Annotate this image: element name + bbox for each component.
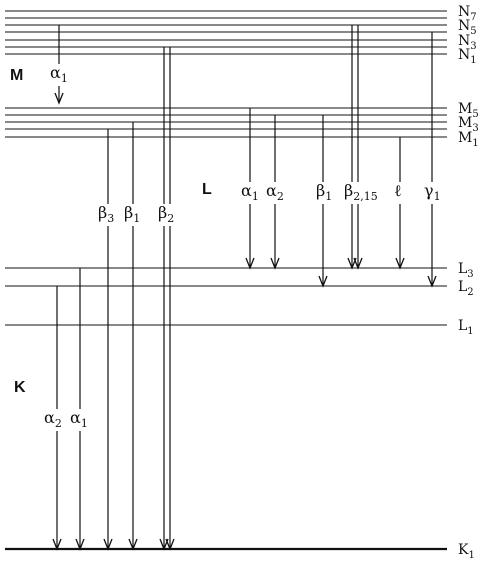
level-label-main: M — [458, 101, 472, 117]
transition-label-l-ell: ℓ — [392, 181, 414, 204]
level-label-sub: 1 — [468, 550, 474, 561]
series-label-k: K — [14, 379, 26, 396]
level-label-main: M — [458, 115, 472, 131]
level-label-main: L — [458, 261, 467, 277]
svg-text:γ1: γ1 — [424, 181, 441, 203]
level-label-sub: 5 — [472, 109, 478, 120]
svg-text:β2,15: β2,15 — [344, 181, 378, 203]
level-label-main: K — [458, 542, 469, 558]
svg-text:β1: β1 — [124, 203, 140, 225]
level-label-sub: 3 — [470, 41, 476, 52]
transition-l-beta2-15 — [347, 25, 363, 270]
transition-label-l-beta2-15: β2,15 — [342, 181, 378, 204]
transition-label-k-beta3: β3 — [96, 203, 118, 226]
level-label-sub: 3 — [467, 269, 473, 280]
level-label-main: N — [458, 47, 470, 63]
level-label-sub: 1 — [472, 138, 478, 149]
level-label-main: N — [458, 33, 470, 49]
transition-label-k-alpha2: α2 — [42, 408, 64, 431]
level-label-m1: M1 — [458, 130, 479, 149]
level-label-m3: M3 — [458, 115, 479, 134]
svg-text:ℓ: ℓ — [394, 181, 402, 200]
svg-text:α1: α1 — [50, 63, 68, 85]
level-label-l3: L3 — [458, 261, 474, 280]
level-label-main: N — [458, 4, 470, 20]
level-label-main: L — [458, 318, 467, 334]
transition-label-l-alpha2: α2 — [264, 181, 286, 204]
series-labels: M L K — [10, 67, 212, 396]
transition-label-l-beta1: β1 — [314, 181, 336, 204]
svg-text:α1: α1 — [70, 408, 88, 430]
level-label-sub: 2 — [467, 287, 473, 298]
svg-text:α2: α2 — [44, 408, 62, 430]
level-label-k1: K1 — [458, 542, 475, 561]
transition-k-beta2 — [159, 47, 175, 551]
level-label-n7: N7 — [458, 4, 477, 23]
transition-label-k-beta2: β2 — [156, 203, 178, 226]
transition-label-k-alpha1: α1 — [68, 408, 90, 431]
svg-text:β2: β2 — [158, 203, 174, 225]
level-label-l1: L1 — [458, 318, 474, 337]
level-label-l2: L2 — [458, 279, 474, 298]
transition-k-alpha1 — [75, 268, 85, 551]
level-label-m5: M5 — [458, 101, 479, 120]
svg-text:α2: α2 — [266, 181, 284, 203]
level-label-sub: 5 — [470, 26, 476, 37]
level-label-sub: 1 — [470, 55, 476, 66]
level-label-sub: 3 — [472, 123, 478, 134]
svg-text:α1: α1 — [241, 181, 259, 203]
transition-arrows — [52, 25, 437, 551]
level-label-sub: 7 — [470, 12, 476, 23]
transition-k-beta1 — [128, 122, 138, 551]
energy-levels — [5, 10, 447, 551]
transition-label-m-alpha1: α1 — [48, 63, 70, 86]
level-label-main: N — [458, 18, 470, 34]
transition-label-l-gamma1: γ1 — [422, 181, 444, 204]
transition-label-l-alpha1: α1 — [239, 181, 261, 204]
series-label-l: L — [202, 181, 212, 198]
transition-labels: α1 α1 α2 β1 β2,15 ℓ γ1 β3 β1 β2 α2 α1 — [42, 63, 444, 431]
level-label-n3: N3 — [458, 33, 477, 52]
level-label-sub: 1 — [467, 326, 473, 337]
transition-k-beta3 — [103, 129, 113, 551]
level-label-main: L — [458, 279, 467, 295]
transition-label-k-beta1: β1 — [122, 203, 144, 226]
svg-text:β3: β3 — [98, 203, 114, 225]
svg-text:β1: β1 — [316, 181, 332, 203]
series-label-m: M — [10, 67, 23, 84]
level-label-n1: N1 — [458, 47, 477, 66]
level-label-main: M — [458, 130, 472, 146]
transition-l-gamma1 — [427, 32, 437, 288]
level-label-n5: N5 — [458, 18, 477, 37]
